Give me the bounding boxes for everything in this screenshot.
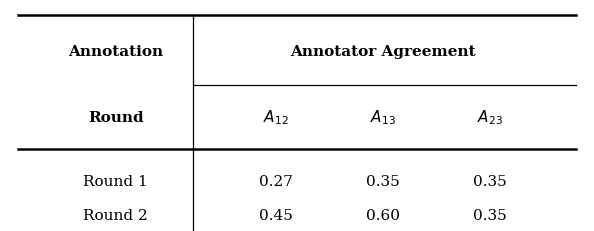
Text: 0.35: 0.35 [473, 208, 507, 222]
Text: 0.35: 0.35 [366, 174, 400, 188]
Text: 0.27: 0.27 [259, 174, 293, 188]
Text: Annotator Agreement: Annotator Agreement [290, 45, 476, 59]
Text: Round 2: Round 2 [83, 208, 148, 222]
Text: Round: Round [88, 111, 144, 125]
Text: Round 1: Round 1 [83, 174, 148, 188]
Text: Annotation: Annotation [68, 45, 163, 59]
Text: $A_{12}$: $A_{12}$ [263, 108, 289, 127]
Text: 0.45: 0.45 [259, 208, 293, 222]
Text: 0.60: 0.60 [366, 208, 400, 222]
Text: 0.35: 0.35 [473, 174, 507, 188]
Text: $A_{13}$: $A_{13}$ [370, 108, 396, 127]
Text: $A_{23}$: $A_{23}$ [477, 108, 503, 127]
